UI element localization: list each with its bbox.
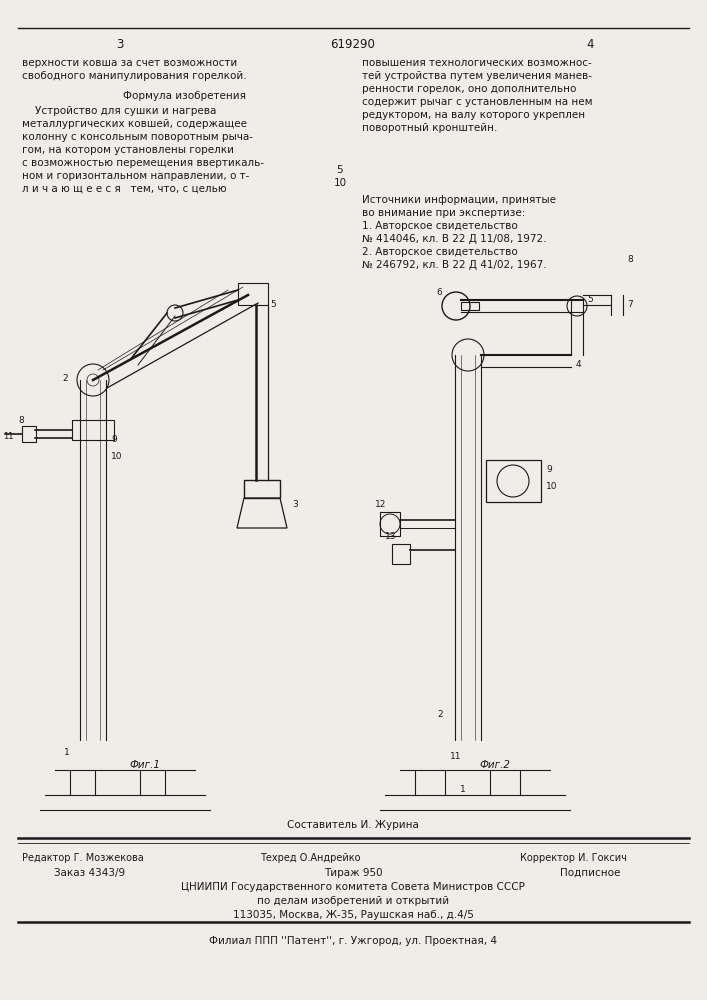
Text: по делам изобретений и открытий: по делам изобретений и открытий xyxy=(257,896,449,906)
Text: 10: 10 xyxy=(334,178,346,188)
Text: Формула изобретения: Формула изобретения xyxy=(124,91,247,101)
Text: 2: 2 xyxy=(437,710,443,719)
Text: Устройство для сушки и нагрева: Устройство для сушки и нагрева xyxy=(22,106,216,116)
Text: 13: 13 xyxy=(385,532,397,541)
Text: 10: 10 xyxy=(111,452,122,461)
Text: 7: 7 xyxy=(627,300,633,309)
Text: гом, на котором установлены горелки: гом, на котором установлены горелки xyxy=(22,145,234,155)
Text: Источники информации, принятые: Источники информации, принятые xyxy=(362,195,556,205)
Text: 2. Авторское свидетельство: 2. Авторское свидетельство xyxy=(362,247,518,257)
Text: 10: 10 xyxy=(546,482,558,491)
Text: Составитель И. Журина: Составитель И. Журина xyxy=(287,820,419,830)
Text: 9: 9 xyxy=(111,435,117,444)
Text: металлургических ковшей, содержащее: металлургических ковшей, содержащее xyxy=(22,119,247,129)
Text: 5: 5 xyxy=(587,295,592,304)
Text: ЦНИИПИ Государственного комитета Совета Министров СССР: ЦНИИПИ Государственного комитета Совета … xyxy=(181,882,525,892)
Bar xyxy=(72,420,114,440)
Text: 2: 2 xyxy=(62,374,68,383)
Bar xyxy=(392,544,410,564)
Text: 1: 1 xyxy=(64,748,70,757)
Text: 3: 3 xyxy=(292,500,298,509)
Bar xyxy=(244,480,280,498)
Text: 8: 8 xyxy=(627,255,633,264)
Text: 8: 8 xyxy=(18,416,24,425)
Text: Заказ 4343/9: Заказ 4343/9 xyxy=(54,868,126,878)
Text: Тираж 950: Тираж 950 xyxy=(324,868,382,878)
Text: Филиал ППП ''Патент'', г. Ужгород, ул. Проектная, 4: Филиал ППП ''Патент'', г. Ужгород, ул. П… xyxy=(209,936,497,946)
Text: 5: 5 xyxy=(337,165,344,175)
Bar xyxy=(238,283,268,305)
Text: Корректор И. Гоксич: Корректор И. Гоксич xyxy=(520,853,627,863)
Text: 11: 11 xyxy=(450,752,462,761)
Text: 113035, Москва, Ж-35, Раушская наб., д.4/5: 113035, Москва, Ж-35, Раушская наб., д.4… xyxy=(233,910,474,920)
Text: 5: 5 xyxy=(270,300,276,309)
Text: 1. Авторское свидетельство: 1. Авторское свидетельство xyxy=(362,221,518,231)
Text: 4: 4 xyxy=(576,360,582,369)
Text: поворотный кронштейн.: поворотный кронштейн. xyxy=(362,123,498,133)
Bar xyxy=(380,512,400,536)
Text: тей устройства путем увеличения манев-: тей устройства путем увеличения манев- xyxy=(362,71,592,81)
Text: 619290: 619290 xyxy=(331,38,375,51)
Text: ном и горизонтальном направлении, о т-: ном и горизонтальном направлении, о т- xyxy=(22,171,250,181)
Bar xyxy=(461,302,479,310)
Text: № 246792, кл. В 22 Д 41/02, 1967.: № 246792, кл. В 22 Д 41/02, 1967. xyxy=(362,260,547,270)
Text: 11: 11 xyxy=(3,432,13,441)
Text: колонну с консольным поворотным рыча-: колонну с консольным поворотным рыча- xyxy=(22,132,253,142)
Text: редуктором, на валу которого укреплен: редуктором, на валу которого укреплен xyxy=(362,110,585,120)
Bar xyxy=(486,460,541,502)
Text: 6: 6 xyxy=(436,288,442,297)
Text: содержит рычаг с установленным на нем: содержит рычаг с установленным на нем xyxy=(362,97,592,107)
Text: 12: 12 xyxy=(375,500,386,509)
Text: Фиг.1: Фиг.1 xyxy=(129,760,160,770)
Text: 9: 9 xyxy=(546,465,551,474)
Text: свободного манипулирования горелкой.: свободного манипулирования горелкой. xyxy=(22,71,247,81)
Text: Подписное: Подписное xyxy=(560,868,620,878)
Text: л и ч а ю щ е е с я   тем, что, с целью: л и ч а ю щ е е с я тем, что, с целью xyxy=(22,184,227,194)
Text: во внимание при экспертизе:: во внимание при экспертизе: xyxy=(362,208,525,218)
Text: Техред О.Андрейко: Техред О.Андрейко xyxy=(259,853,361,863)
Bar xyxy=(22,426,36,442)
Text: 1: 1 xyxy=(460,785,466,794)
Text: ренности горелок, оно дополнительно: ренности горелок, оно дополнительно xyxy=(362,84,576,94)
Text: с возможностью перемещения ввертикаль-: с возможностью перемещения ввертикаль- xyxy=(22,158,264,168)
Text: № 414046, кл. В 22 Д 11/08, 1972.: № 414046, кл. В 22 Д 11/08, 1972. xyxy=(362,234,547,244)
Text: повышения технологических возможнос-: повышения технологических возможнос- xyxy=(362,58,592,68)
Text: верхности ковша за счет возможности: верхности ковша за счет возможности xyxy=(22,58,238,68)
Text: 3: 3 xyxy=(117,38,124,51)
Text: Фиг.2: Фиг.2 xyxy=(479,760,510,770)
Text: 4: 4 xyxy=(586,38,594,51)
Text: Редактор Г. Мозжекова: Редактор Г. Мозжекова xyxy=(22,853,144,863)
